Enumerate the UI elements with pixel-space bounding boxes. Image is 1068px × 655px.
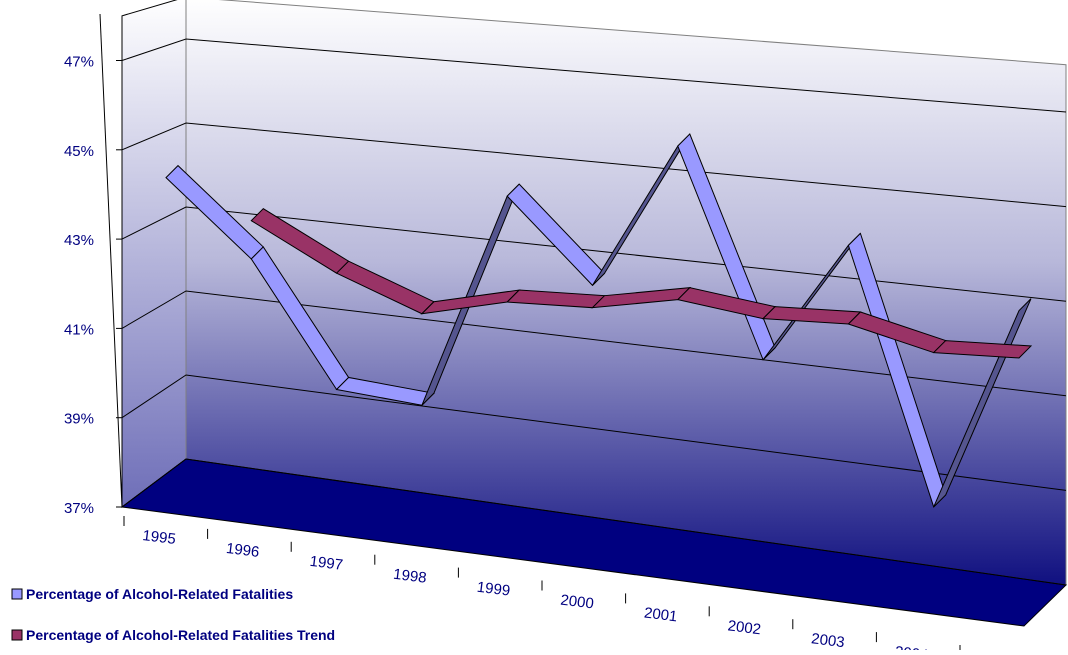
x-tick-label: 2001: [643, 604, 678, 625]
x-tick-label: 2003: [810, 630, 845, 650]
legend-label-series-2: Percentage of Alcohol-Related Fatalities…: [26, 627, 335, 643]
x-tick-label: 1997: [309, 553, 344, 574]
y-axis-line: [100, 14, 122, 507]
legend: Percentage of Alcohol-Related Fatalities…: [12, 586, 335, 643]
x-tick-label: 2002: [727, 617, 762, 638]
legend-swatch-series-1: [12, 589, 22, 599]
y-tick-label: 37%: [64, 500, 94, 517]
y-tick-label: 45%: [64, 143, 94, 160]
y-tick-label: 47%: [64, 54, 94, 71]
y-axis: 37% 39% 41% 43% 45% 47%: [64, 14, 122, 517]
legend-label-series-1: Percentage of Alcohol-Related Fatalities: [26, 586, 293, 602]
x-tick-label: 1999: [476, 579, 511, 600]
y-tick-label: 39%: [64, 411, 94, 428]
chart-walls: [122, 0, 1066, 626]
side-wall: [122, 0, 186, 507]
x-tick-label: 1995: [142, 527, 177, 548]
legend-swatch-series-2: [12, 630, 22, 640]
y-tick-label: 43%: [64, 232, 94, 249]
x-tick-label: 2000: [560, 592, 595, 613]
x-tick-label: 2004: [894, 643, 929, 650]
y-tick-label: 41%: [64, 321, 94, 338]
x-tick-label: 1996: [225, 540, 260, 561]
x-tick-label: 1998: [392, 566, 427, 587]
